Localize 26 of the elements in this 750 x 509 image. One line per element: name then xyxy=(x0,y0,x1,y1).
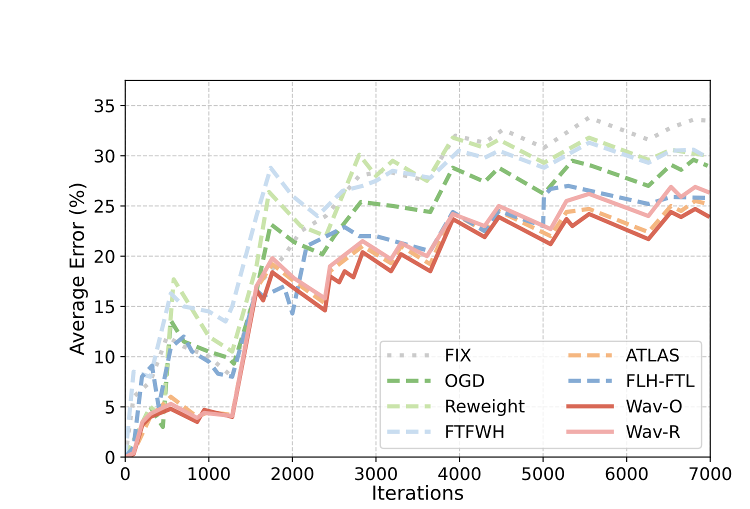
y-tick-label: 35 xyxy=(94,99,114,112)
y-tick-label: 15 xyxy=(95,300,114,314)
y-tick-label: 0 xyxy=(106,450,114,464)
x-axis-title: Iterations xyxy=(373,484,464,500)
y-axis-title: Average Error (%) xyxy=(69,184,88,356)
x-tick-label: 0 xyxy=(120,467,130,480)
x-tick-label: 7000 xyxy=(690,467,732,480)
legend-label: OGD xyxy=(445,374,484,388)
legend-label: FLH-FTL xyxy=(627,374,695,387)
x-tick-label: 1000 xyxy=(188,467,230,480)
legend-label: ATLAS xyxy=(626,348,679,362)
y-tick-label: 20 xyxy=(94,250,114,264)
y-tick-label: 10 xyxy=(95,350,114,364)
legend-label: Wav-R xyxy=(626,425,680,438)
y-tick-label: 25 xyxy=(94,200,114,213)
x-tick-label: 6000 xyxy=(606,467,648,480)
legend-label: FIX xyxy=(446,348,471,362)
x-tick-label: 5000 xyxy=(522,467,564,480)
legend-label: FTFWH xyxy=(446,425,504,438)
legend-label: Reweight xyxy=(446,399,525,416)
y-tick-label: 5 xyxy=(106,400,114,414)
x-tick-label: 2000 xyxy=(272,467,314,480)
y-tick-label: 30 xyxy=(94,149,114,163)
legend-label: Wav-O xyxy=(626,399,682,413)
x-tick-label: 3000 xyxy=(355,467,397,480)
x-tick-label: 4000 xyxy=(438,467,480,480)
